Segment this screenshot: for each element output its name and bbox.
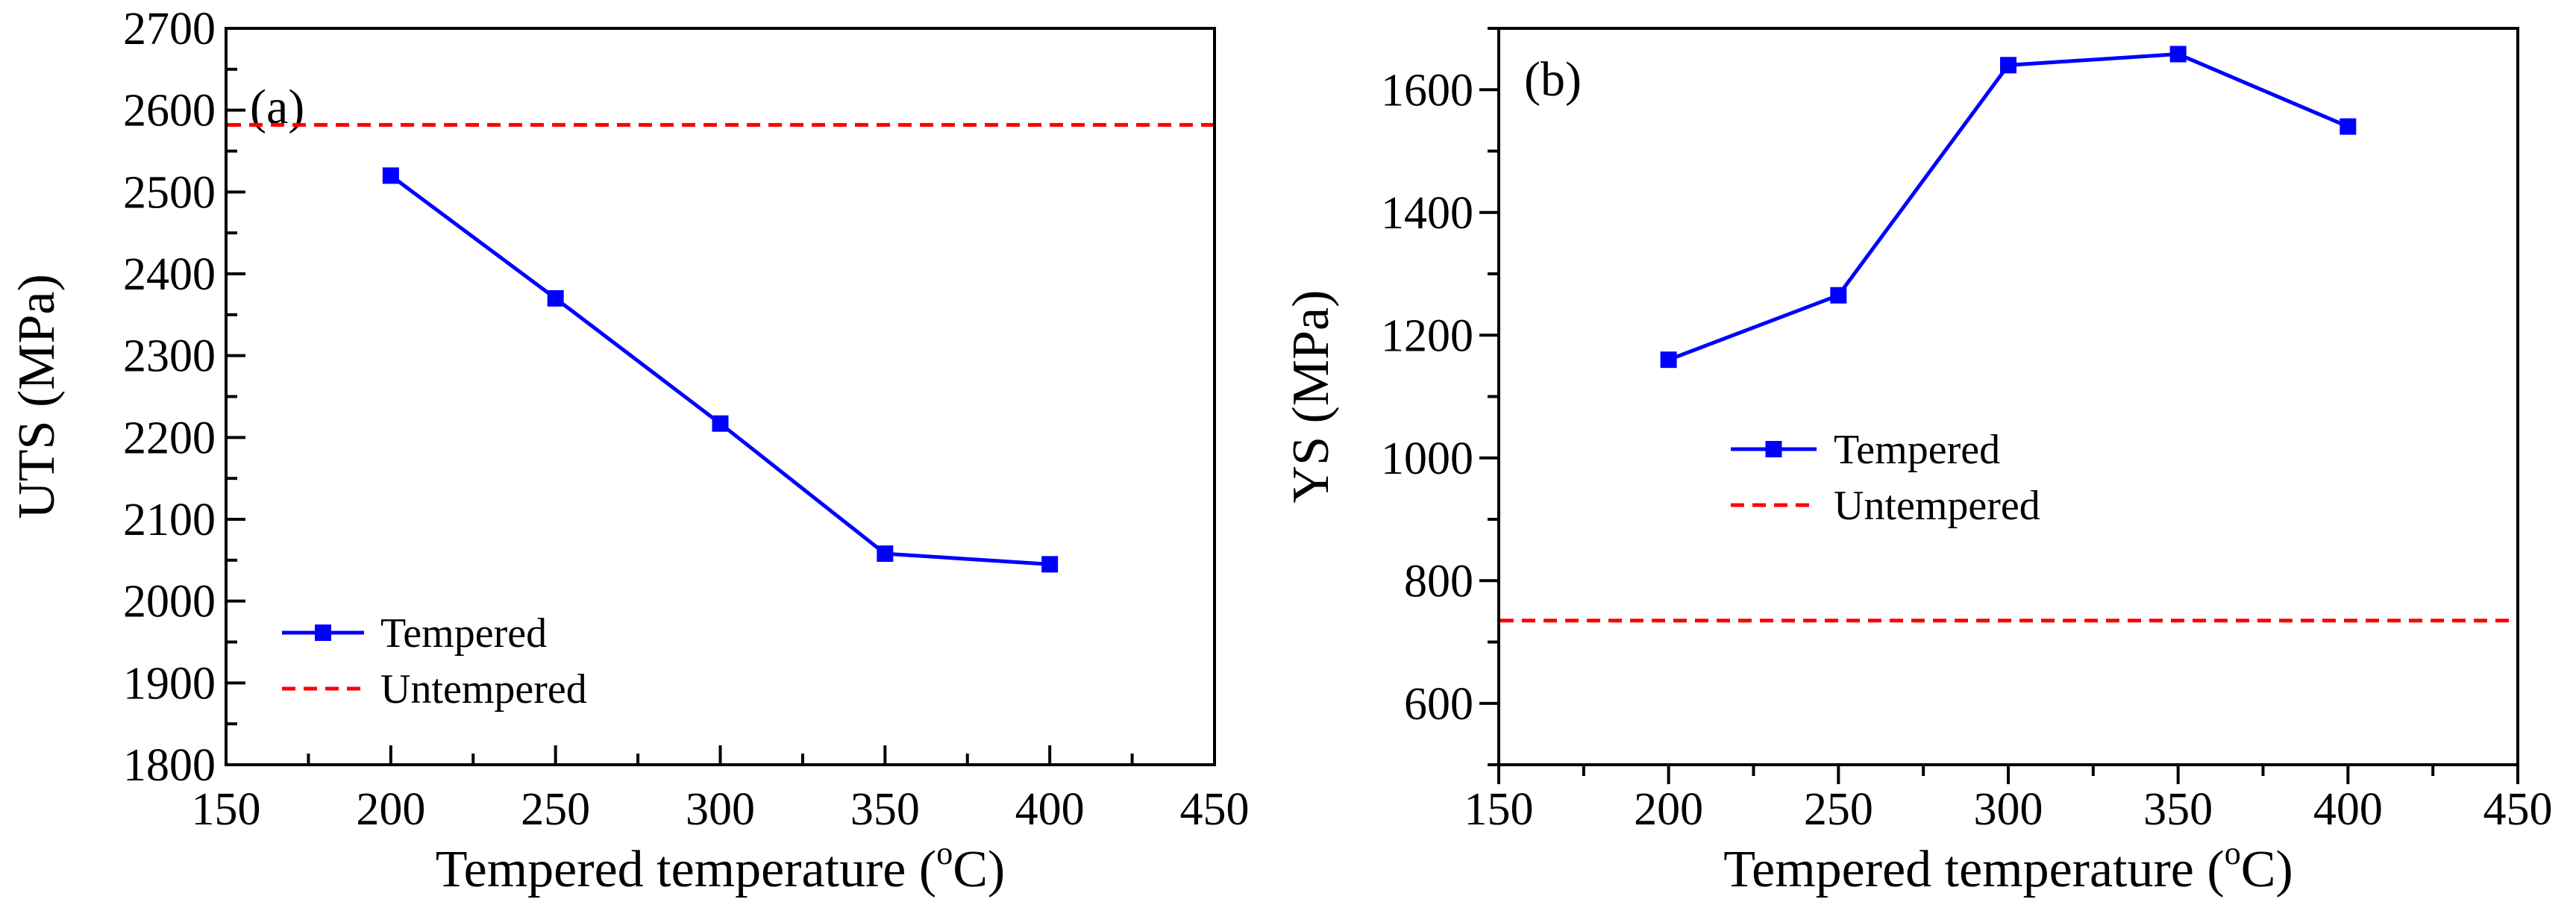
x-tick-label: 300 <box>686 784 755 835</box>
tempered-data-point <box>1660 351 1677 369</box>
y-tick-label: 1900 <box>123 658 216 709</box>
x-tick-label: 400 <box>2313 784 2383 835</box>
panel-label: (b) <box>1524 52 1582 107</box>
tempered-data-point <box>1041 556 1059 573</box>
y-tick-label: 1800 <box>123 740 216 791</box>
x-tick-label: 150 <box>192 784 261 835</box>
x-tick-label: 250 <box>521 784 590 835</box>
x-tick-label: 150 <box>1464 784 1534 835</box>
y-tick-label: 2700 <box>123 4 216 54</box>
x-axis-title-text: Tempered temperature ( <box>436 841 936 898</box>
y-axis-title: UTS (MPa) <box>8 274 66 519</box>
y-axis-title: YS (MPa) <box>1282 290 1340 504</box>
y-tick-label: 2600 <box>123 86 216 137</box>
x-tick-label: 300 <box>1974 784 2043 835</box>
x-tick-label: 200 <box>1634 784 1703 835</box>
tempered-data-point <box>2000 57 2016 74</box>
legend: Tempered Untempered <box>1731 427 2040 529</box>
chart-panel-b: 150 200 250 300 350 400 450 600 800 1000 1200 1400 1… <box>1282 27 2553 898</box>
tempered-series-line <box>1667 52 2349 362</box>
x-axis-title: Tempered temperature (oC) <box>1723 835 2293 898</box>
y-tick-label: 2300 <box>123 331 216 382</box>
x-axis-title-degree: o <box>2225 835 2241 871</box>
x-axis-title-degree: o <box>936 835 953 871</box>
x-axis-title-unit: C) <box>2241 841 2293 898</box>
x-tick-label: 250 <box>1804 784 1873 835</box>
tempered-series-line <box>389 174 1050 566</box>
y-tick-label: 1400 <box>1381 188 1473 239</box>
chart-panel-a: 150 200 250 300 350 400 450 1800 1900 2000 2100 220… <box>8 4 1250 898</box>
y-tick-label: 2100 <box>123 495 216 545</box>
legend-label: Untempered <box>1834 483 2040 529</box>
y-tick-label: 800 <box>1404 556 1473 607</box>
x-tick-label: 200 <box>356 784 425 835</box>
y-tick-label: 2500 <box>123 167 216 218</box>
tempered-data-point <box>877 545 894 563</box>
x-axis-title-unit: C) <box>953 841 1005 898</box>
x-tick-label: 350 <box>850 784 920 835</box>
tempered-data-point <box>547 289 564 307</box>
tempered-data-point <box>2340 118 2357 135</box>
x-axis-title: Tempered temperature (oC) <box>436 835 1005 898</box>
legend-label: Untempered <box>380 666 587 713</box>
legend: Tempered Untempered <box>282 610 587 713</box>
plot-frame <box>225 27 1216 766</box>
x-axis-title-text: Tempered temperature ( <box>1723 841 2224 898</box>
y-tick-label: 1000 <box>1381 433 1473 484</box>
tempered-data-point <box>2169 46 2187 63</box>
legend-label: Tempered <box>1834 427 2000 473</box>
legend-tempered-marker <box>315 624 331 641</box>
tempered-data-point <box>382 167 399 184</box>
y-tick-label: 2200 <box>123 413 216 463</box>
x-tick-label: 350 <box>2143 784 2213 835</box>
y-tick-label: 1600 <box>1381 65 1473 116</box>
x-tick-label: 400 <box>1015 784 1085 835</box>
tempered-data-point <box>1830 287 1847 304</box>
x-tick-label: 450 <box>1180 784 1250 835</box>
tempered-data-point <box>712 415 729 432</box>
legend-tempered-marker <box>1765 441 1782 457</box>
legend-label: Tempered <box>380 610 547 657</box>
x-tick-label: 450 <box>2483 784 2553 835</box>
y-tick-label: 2000 <box>123 577 216 627</box>
y-tick-label: 600 <box>1404 679 1473 730</box>
plot-frame <box>1497 27 2519 766</box>
y-tick-label: 1200 <box>1381 310 1473 361</box>
y-tick-label: 2400 <box>123 249 216 300</box>
